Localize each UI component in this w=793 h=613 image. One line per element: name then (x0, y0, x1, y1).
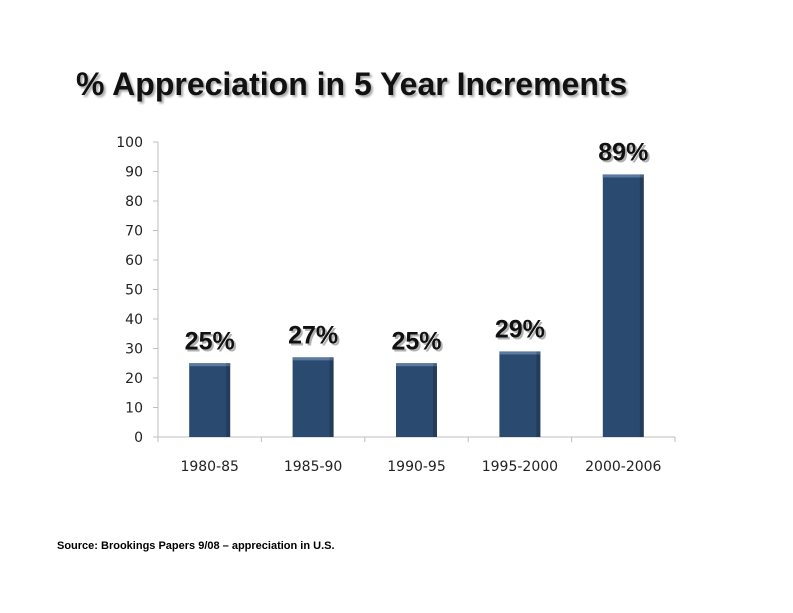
bars (189, 174, 644, 437)
x-category-label: 1985-90 (284, 459, 343, 475)
bar-shade (639, 174, 644, 437)
bar-2000-2006 (602, 174, 644, 437)
data-label-shadow: 27% (290, 323, 340, 351)
data-labels: 25%25% 27%27% 25%25% 29%29%89%89% (185, 138, 651, 357)
bar-cap (292, 357, 334, 361)
bar-shade (433, 363, 437, 437)
data-label-shadow: 25% (393, 329, 443, 357)
x-axis: 1980-85 1985-90 1990-95 1995-2000 2000-2006 (157, 436, 676, 475)
y-axis: 0 10 20 30 40 50 60 70 80 90 100 (116, 135, 159, 446)
y-tick-label: 10 (125, 401, 143, 417)
data-label: 25% (185, 327, 235, 355)
bar (396, 363, 437, 437)
bar-shade (329, 357, 334, 437)
x-category-label: 1995-2000 (482, 459, 558, 475)
bar-shade (536, 351, 541, 437)
y-tick-label: 20 (125, 371, 143, 387)
y-tick-label: 60 (125, 253, 143, 269)
y-tick-label: 0 (134, 430, 143, 446)
x-category-label: 1980-85 (180, 459, 239, 475)
data-label-shadow: 25% (187, 329, 237, 357)
x-category-label: 2000-2006 (585, 459, 661, 475)
y-tick-label: 40 (125, 312, 143, 328)
bar-cap (396, 363, 437, 367)
bar (292, 357, 334, 437)
y-tick-label: 90 (125, 165, 143, 181)
data-label: 25% (391, 327, 441, 355)
data-label: 27% (288, 321, 338, 349)
data-label: 89% (598, 138, 648, 166)
y-tick-label: 30 (125, 342, 143, 358)
y-tick-label: 70 (125, 224, 143, 240)
bar-cap (189, 363, 231, 367)
bar-1985-90 (292, 357, 334, 437)
bar-cap (602, 174, 644, 178)
bar (499, 351, 541, 437)
slide-title: % Appreciation in 5 Year Increments (76, 66, 628, 102)
source-note: Source: Brookings Papers 9/08 – apprecia… (57, 540, 335, 552)
bar-cap (499, 351, 541, 355)
data-label: 29% (495, 315, 545, 343)
data-label-shadow: 89% (600, 140, 650, 168)
y-tick-label: 80 (125, 194, 143, 210)
bar-1980-85 (189, 363, 231, 437)
bar (189, 363, 231, 437)
bar-1990-95 (396, 363, 437, 437)
y-tick-label: 50 (125, 283, 143, 299)
bar-1995-2000 (499, 351, 541, 437)
data-label-shadow: 29% (497, 317, 547, 345)
bar (602, 174, 644, 437)
x-category-label: 1990-95 (387, 459, 446, 475)
y-tick-label: 100 (116, 135, 143, 151)
bar-shade (226, 363, 231, 437)
